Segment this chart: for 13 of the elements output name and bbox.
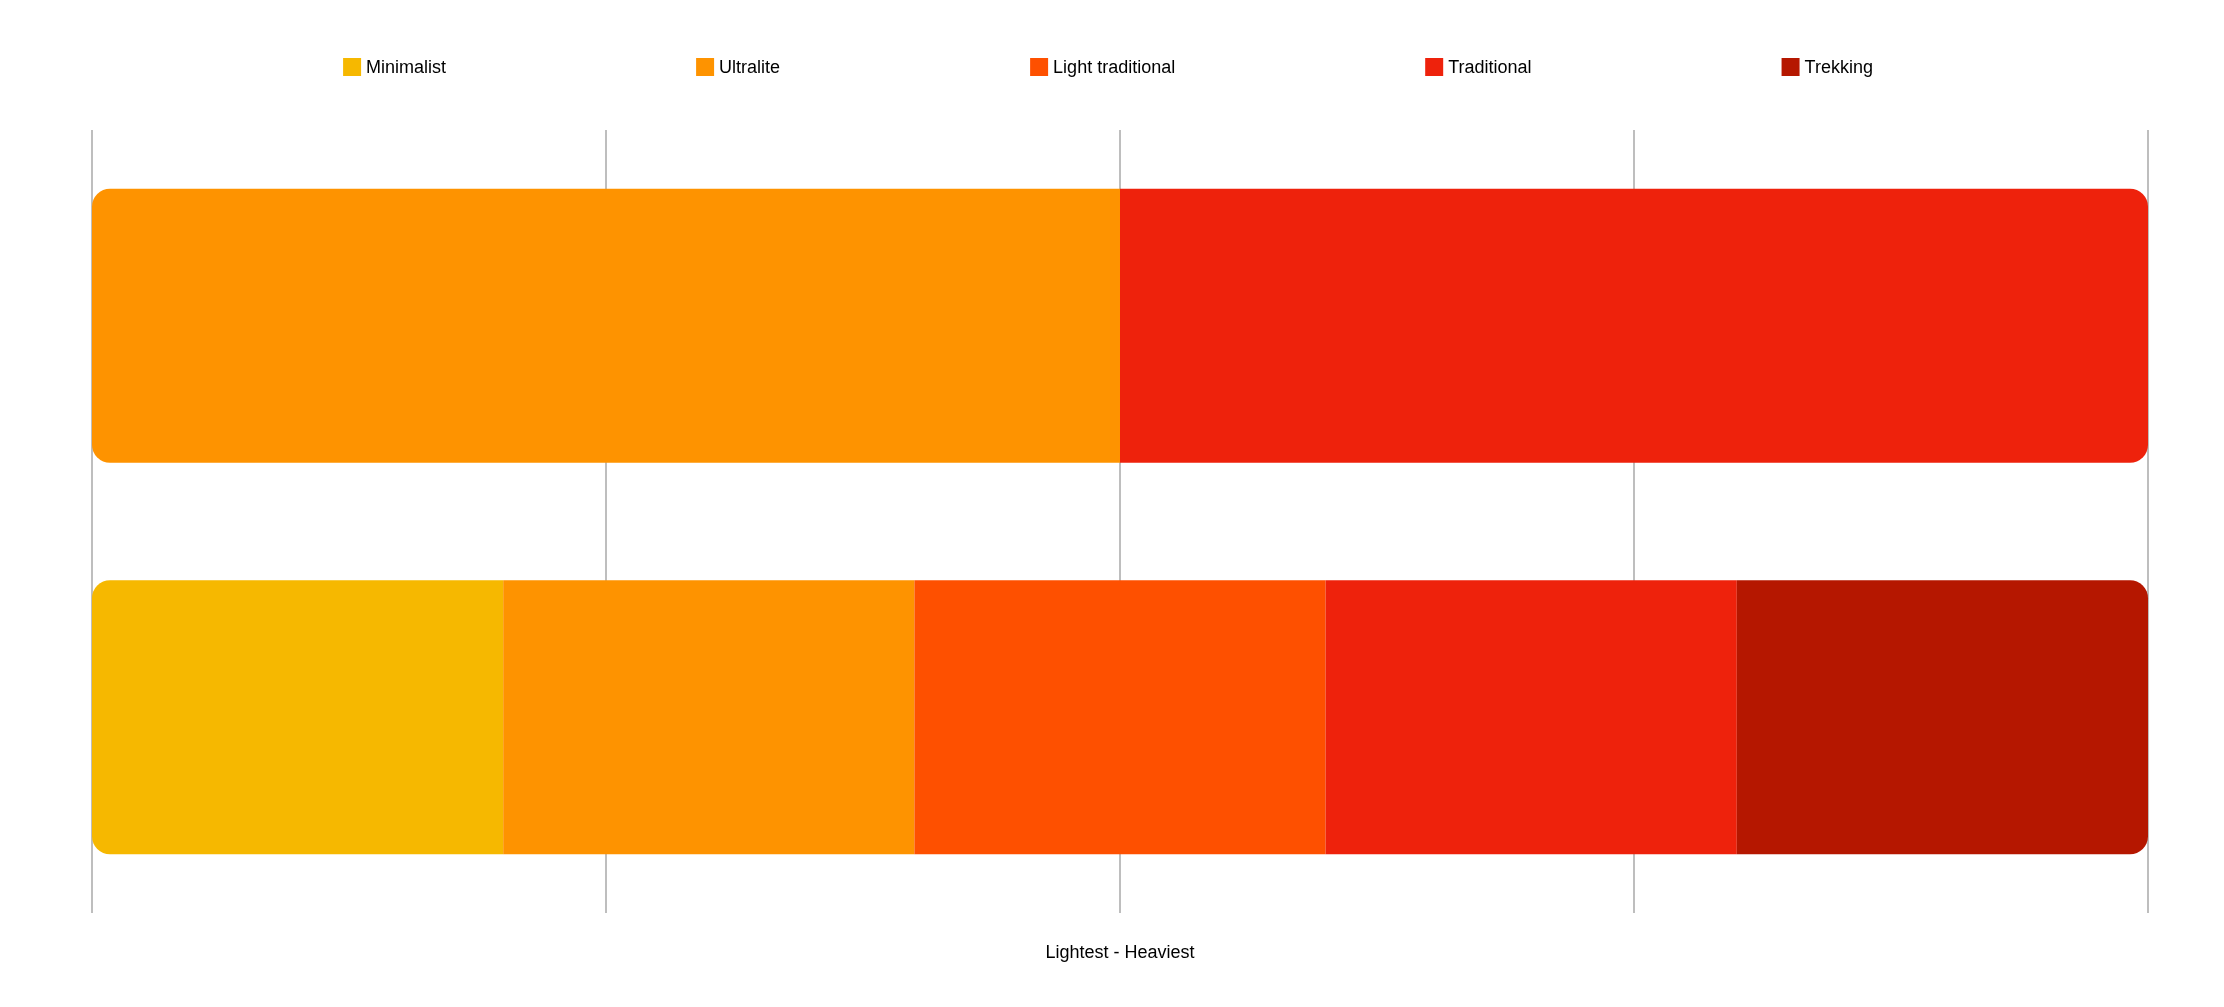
bar	[914, 580, 1326, 855]
bar	[1325, 580, 1737, 855]
legend-label: Trekking	[1804, 57, 1873, 77]
legend-label: Ultralite	[719, 57, 781, 77]
x-axis-title: Lightest - Heaviest	[1045, 942, 1195, 962]
legend-label: Traditional	[1448, 57, 1532, 77]
legend-label: Minimalist	[366, 57, 447, 77]
bar	[1736, 580, 2148, 855]
bar	[92, 580, 504, 855]
legend-label: Light traditional	[1053, 57, 1176, 77]
bar	[92, 188, 1120, 463]
bar	[503, 580, 915, 855]
bar	[1120, 188, 2148, 463]
